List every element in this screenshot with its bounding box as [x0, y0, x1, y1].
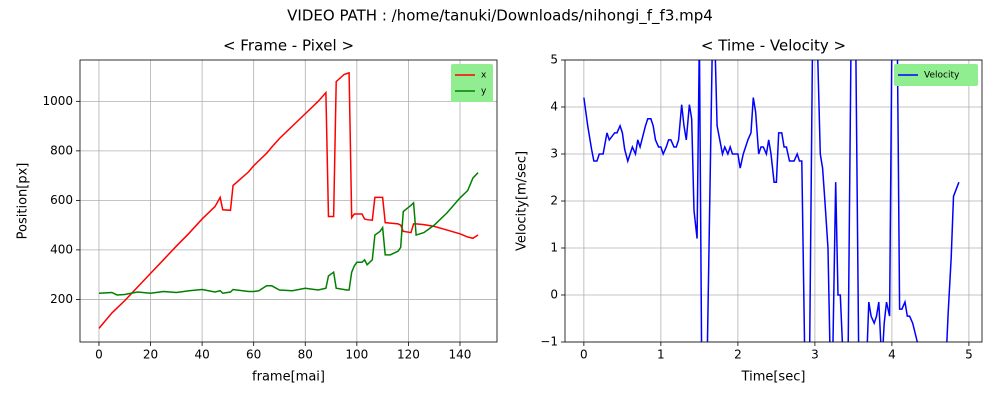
legend-label: x — [481, 71, 487, 81]
x-tick-label: 3 — [811, 348, 819, 362]
x-tick-label: 120 — [397, 348, 420, 362]
y-tick-label: 400 — [50, 242, 73, 256]
y-tick-label: 800 — [50, 143, 73, 157]
x-tick-label: 20 — [143, 348, 158, 362]
x-tick-label: 2 — [734, 348, 742, 362]
x-axis-label: frame[mai] — [252, 370, 325, 385]
y-axis-label: Velocity[m/sec] — [515, 151, 530, 251]
axes-frame — [79, 59, 498, 343]
legend-box — [894, 64, 978, 86]
y-tick-label: 2 — [550, 194, 558, 208]
x-tick-label: 4 — [888, 348, 896, 362]
data-line — [98, 172, 479, 296]
y-tick-label: 4 — [550, 100, 558, 114]
y-tick-label: 600 — [50, 193, 73, 207]
legend-label: Velocity — [924, 71, 960, 81]
x-tick-label: 5 — [965, 348, 973, 362]
y-tick-label: 0 — [550, 288, 558, 302]
x-tick-label: 0 — [580, 348, 588, 362]
series-group — [98, 71, 479, 329]
axes-title: < Time - Velocity > — [701, 37, 846, 55]
legend-box — [451, 64, 493, 102]
y-tick-label: 1000 — [42, 94, 73, 108]
legend-label: y — [481, 87, 487, 97]
x-tick-label: 80 — [298, 348, 313, 362]
x-axis-label: Time[sec] — [741, 370, 806, 385]
y-axis-label: Position[px] — [16, 163, 31, 240]
data-line — [98, 71, 479, 329]
axes-title: < Frame - Pixel > — [223, 37, 354, 55]
data-line — [583, 60, 960, 342]
series-group — [583, 60, 960, 342]
figure-title: VIDEO PATH : /home/tanuki/Downloads/niho… — [287, 7, 713, 26]
axes-frame — [564, 59, 983, 343]
x-tick-label: 140 — [449, 348, 472, 362]
y-tick-label: 5 — [550, 53, 558, 67]
x-tick-label: 60 — [246, 348, 261, 362]
y-tick-label: 200 — [50, 292, 73, 306]
y-tick-label: −1 — [540, 335, 558, 349]
y-tick-label: 1 — [550, 241, 558, 255]
x-tick-label: 100 — [345, 348, 368, 362]
y-tick-label: 3 — [550, 147, 558, 161]
x-tick-label: 40 — [194, 348, 209, 362]
x-tick-label: 0 — [95, 348, 103, 362]
x-tick-label: 1 — [657, 348, 665, 362]
